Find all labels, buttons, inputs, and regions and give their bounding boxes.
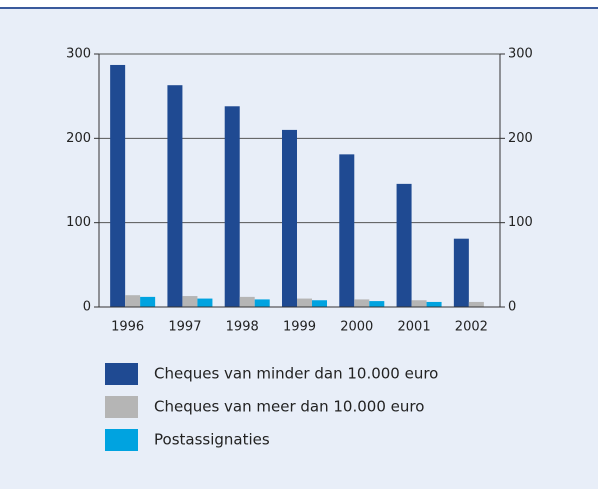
x-tick-label: 1997 — [168, 320, 201, 335]
bar — [426, 301, 442, 307]
bar — [339, 154, 355, 307]
legend-swatch — [105, 396, 138, 418]
bar — [110, 64, 126, 307]
bar — [411, 300, 427, 307]
y2-tick-label: 100 — [508, 215, 533, 230]
bar — [254, 299, 270, 307]
x-tick-label: 1998 — [226, 320, 259, 335]
legend-swatch — [105, 429, 138, 451]
x-tick-label: 2002 — [455, 320, 488, 335]
bar — [369, 301, 385, 307]
x-tick-label: 2000 — [340, 320, 373, 335]
legend-label: Cheques van minder dan 10.000 euro — [154, 365, 438, 383]
y-tick-label: 200 — [66, 131, 91, 146]
bar — [125, 295, 141, 307]
bar — [282, 129, 297, 307]
y2-tick-label: 200 — [508, 131, 533, 146]
bar — [167, 85, 183, 307]
bar — [468, 301, 484, 307]
x-tick-label: 1999 — [283, 320, 316, 335]
x-tick-label: 2001 — [398, 320, 431, 335]
bar — [453, 238, 469, 307]
background — [0, 8, 598, 489]
bar — [239, 296, 255, 307]
y2-tick-label: 300 — [508, 47, 533, 62]
bar — [354, 299, 370, 307]
legend-label: Postassignaties — [154, 431, 270, 449]
bar — [182, 296, 198, 307]
legend-label: Cheques van meer dan 10.000 euro — [154, 398, 424, 416]
x-tick-label: 1996 — [111, 320, 144, 335]
bar — [297, 298, 312, 307]
bar — [396, 183, 412, 307]
y-tick-label: 300 — [66, 47, 91, 62]
legend-swatch — [105, 363, 138, 385]
y-tick-label: 0 — [83, 300, 91, 315]
y2-tick-label: 0 — [508, 300, 516, 315]
bar — [197, 298, 213, 307]
bar — [312, 300, 327, 307]
y-tick-label: 100 — [66, 215, 91, 230]
bar — [224, 106, 240, 307]
bar — [140, 296, 156, 307]
